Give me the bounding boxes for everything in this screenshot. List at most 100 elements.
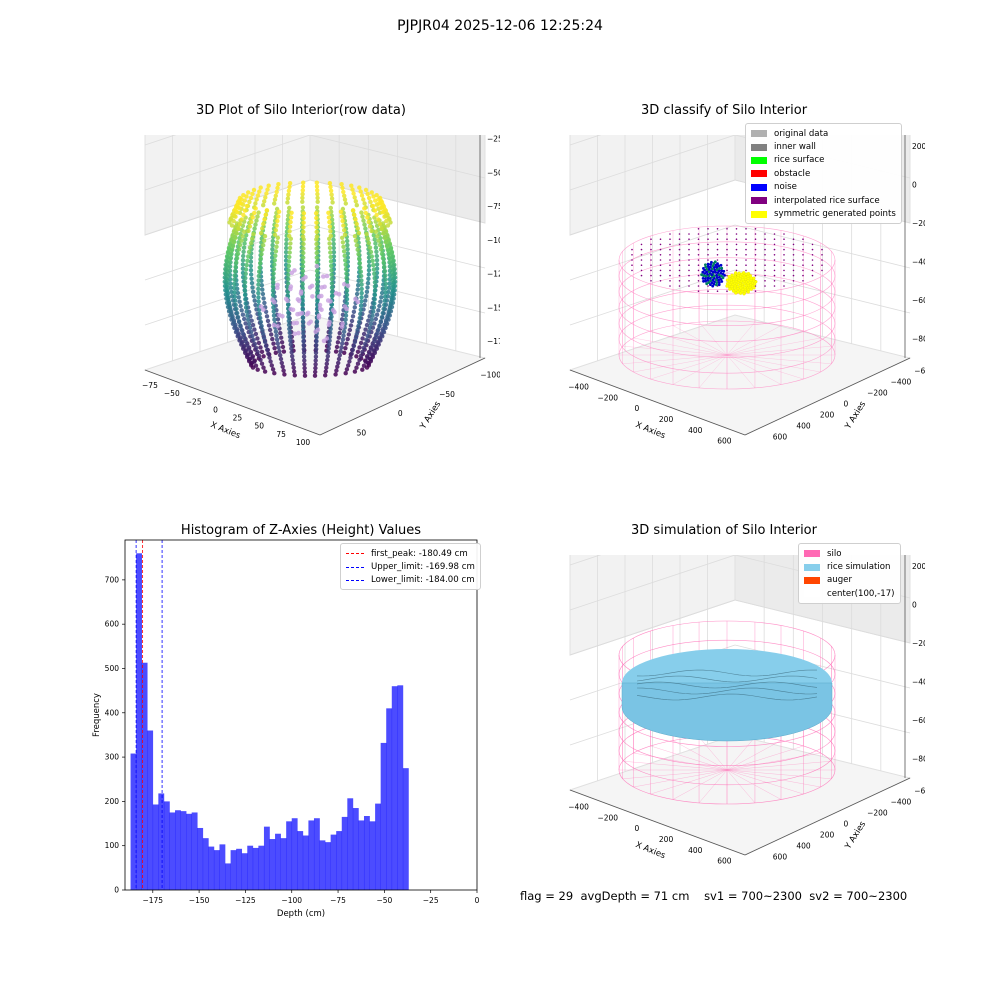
data-point <box>383 320 389 325</box>
data-point <box>270 242 275 248</box>
z-tick-label: −800 <box>912 335 925 344</box>
data-point <box>280 314 285 319</box>
data-point <box>328 250 333 255</box>
noise-point <box>717 278 721 282</box>
data-point <box>273 329 279 334</box>
silo-spoke <box>622 769 728 779</box>
data-point <box>288 241 293 246</box>
legend-label: rice simulation <box>827 562 891 573</box>
histogram-bar <box>219 844 226 890</box>
histogram-bar <box>375 803 381 890</box>
data-point <box>300 307 305 312</box>
interpolated-point <box>716 259 719 261</box>
data-point <box>315 298 320 304</box>
simulation-3d-plot: −400−2000200400600−600−400−2000200400600… <box>568 555 925 866</box>
data-point <box>270 288 276 293</box>
silo-spoke <box>726 325 782 356</box>
data-point <box>300 281 305 287</box>
data-point <box>237 195 243 201</box>
data-point <box>271 271 276 276</box>
data-point <box>347 359 352 364</box>
data-point <box>372 349 377 354</box>
data-point <box>301 342 306 348</box>
noise-point <box>715 268 719 272</box>
data-point <box>245 258 250 263</box>
data-point <box>366 263 372 269</box>
interpolated-point <box>821 269 823 272</box>
data-point <box>231 218 236 224</box>
data-point <box>300 302 305 308</box>
data-point <box>354 331 359 337</box>
data-point <box>289 270 295 276</box>
symmetric-point <box>732 289 736 293</box>
data-point <box>344 275 349 280</box>
data-point <box>294 320 300 326</box>
data-point <box>374 193 379 198</box>
data-point <box>255 193 261 198</box>
data-point <box>244 262 249 268</box>
data-point <box>278 353 283 358</box>
data-point <box>296 298 302 304</box>
data-point <box>345 242 350 248</box>
data-point <box>235 315 241 320</box>
x-tick-label: −400 <box>568 802 589 811</box>
data-point <box>390 287 395 292</box>
y-tick-label: −100 <box>480 371 500 380</box>
interpolated-point <box>716 248 719 251</box>
data-point <box>362 302 367 308</box>
interpolated-point <box>678 259 681 261</box>
data-point <box>271 300 277 305</box>
noise-point <box>709 269 713 273</box>
noise-point <box>702 267 705 270</box>
data-point <box>260 247 265 252</box>
data-point <box>256 282 261 287</box>
y-axis-label: Frequency <box>92 693 102 737</box>
data-point <box>246 317 251 322</box>
data-point <box>275 341 280 346</box>
data-point <box>251 187 257 193</box>
data-point <box>287 250 292 255</box>
x-tick-label: 50 <box>255 422 265 431</box>
data-point <box>265 347 270 352</box>
noise-point <box>720 266 724 270</box>
histogram-bar <box>369 821 376 890</box>
noise-point <box>718 267 721 270</box>
noise-point <box>709 263 712 266</box>
data-point <box>286 276 291 282</box>
data-point <box>262 234 268 239</box>
legend-entry: interpolated rice surface <box>751 194 896 207</box>
interpolated-point <box>773 280 776 282</box>
y-tick-label: 600 <box>773 433 788 442</box>
interpolated-point <box>716 238 719 240</box>
data-point <box>234 306 239 312</box>
y-tick-label: 600 <box>105 620 120 629</box>
z-tick-label: −400 <box>912 678 925 687</box>
data-point <box>262 217 267 222</box>
legend-swatch <box>751 210 767 218</box>
legend-label: Lower_limit: -184.00 cm <box>371 575 475 586</box>
data-point <box>305 310 311 316</box>
histogram-bar <box>252 847 259 890</box>
interpolated-point <box>678 269 681 272</box>
interpolated-point <box>697 259 700 261</box>
data-point <box>274 240 280 245</box>
data-point <box>288 286 293 292</box>
data-point <box>357 256 362 261</box>
interpolated-point <box>631 269 633 272</box>
legend-entry: inner wall <box>751 140 896 153</box>
interpolated-point <box>811 254 814 256</box>
data-point <box>317 306 323 311</box>
noise-point <box>715 278 718 282</box>
data-point <box>373 316 378 322</box>
data-point <box>314 234 320 239</box>
data-point <box>370 258 375 263</box>
data-point <box>327 181 333 186</box>
data-point <box>391 258 396 263</box>
noise-point <box>709 279 712 283</box>
data-point <box>336 335 341 340</box>
data-point <box>276 345 281 350</box>
data-point <box>266 351 271 356</box>
data-point <box>366 276 371 281</box>
data-point <box>366 318 371 323</box>
symmetric-point <box>737 271 741 275</box>
